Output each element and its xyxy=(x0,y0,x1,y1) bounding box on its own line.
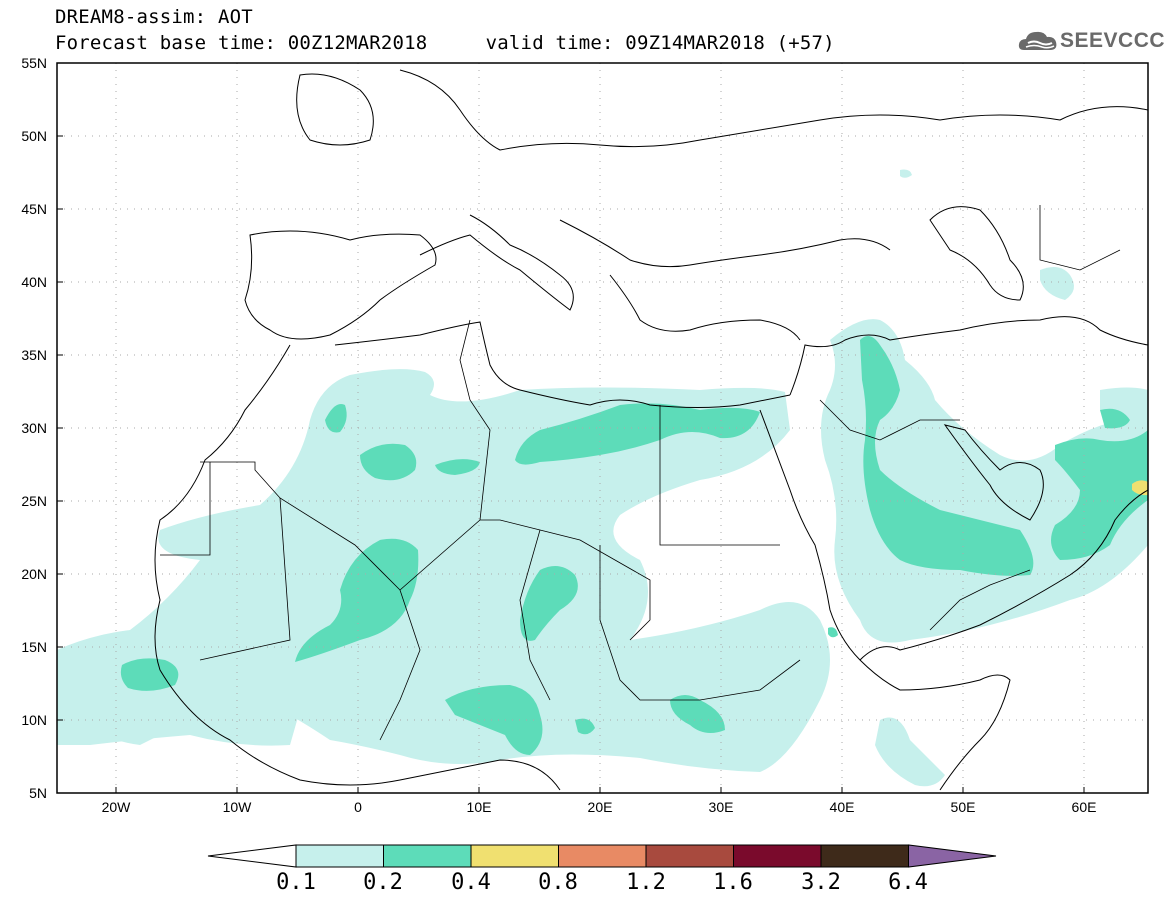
aot-shading-low xyxy=(57,169,1148,787)
colorbar-label: 0.4 xyxy=(451,870,491,895)
lat-label: 35N xyxy=(21,347,47,363)
seevccc-logo-icon xyxy=(1018,31,1057,50)
map-title: DREAM8-assim: AOT xyxy=(55,6,253,28)
lon-label: 50E xyxy=(951,799,976,815)
colorbar-label: 1.2 xyxy=(626,870,666,895)
lon-label: 20W xyxy=(102,799,132,815)
lat-label: 45N xyxy=(21,201,47,217)
lon-label: 30E xyxy=(709,799,734,815)
colorbar-label: 0.1 xyxy=(276,870,316,895)
lon-label: 40E xyxy=(830,799,855,815)
lon-label: 10E xyxy=(467,799,492,815)
colorbar-label: 0.8 xyxy=(538,870,578,895)
longitude-labels: 20W 10W 0 10E 20E 30E 40E 50E 60E xyxy=(102,799,1097,815)
graticule xyxy=(57,63,1148,793)
colorbar-label: 3.2 xyxy=(801,870,841,895)
lat-label: 15N xyxy=(21,639,47,655)
coastlines xyxy=(154,69,1148,791)
colorbar-label: 6.4 xyxy=(888,870,928,895)
colorbar-label: 0.2 xyxy=(363,870,403,895)
lat-label: 25N xyxy=(21,493,47,509)
aot-shading-high xyxy=(1132,480,1148,496)
colorbar-label: 1.6 xyxy=(713,870,753,895)
logo-label: SEEVCCC xyxy=(1060,29,1165,52)
forecast-time-line: Forecast base time: 00Z12MAR2018 valid t… xyxy=(55,32,835,54)
country-borders xyxy=(160,205,1121,741)
lat-label: 50N xyxy=(21,128,47,144)
lat-label: 55N xyxy=(21,55,47,71)
lat-label: 20N xyxy=(21,566,47,582)
latitude-labels: 55N 50N 45N 40N 35N 30N 25N 20N 15N 10N … xyxy=(21,55,47,801)
lon-label: 20E xyxy=(588,799,613,815)
lat-label: 5N xyxy=(29,785,47,801)
lat-label: 40N xyxy=(21,274,47,290)
lon-label: 0 xyxy=(354,799,362,815)
aot-shading-mid xyxy=(120,336,1148,755)
axis-ticks xyxy=(57,135,1085,793)
lat-label: 10N xyxy=(21,712,47,728)
lat-label: 30N xyxy=(21,420,47,436)
lon-label: 10W xyxy=(223,799,253,815)
lon-label: 60E xyxy=(1072,799,1097,815)
